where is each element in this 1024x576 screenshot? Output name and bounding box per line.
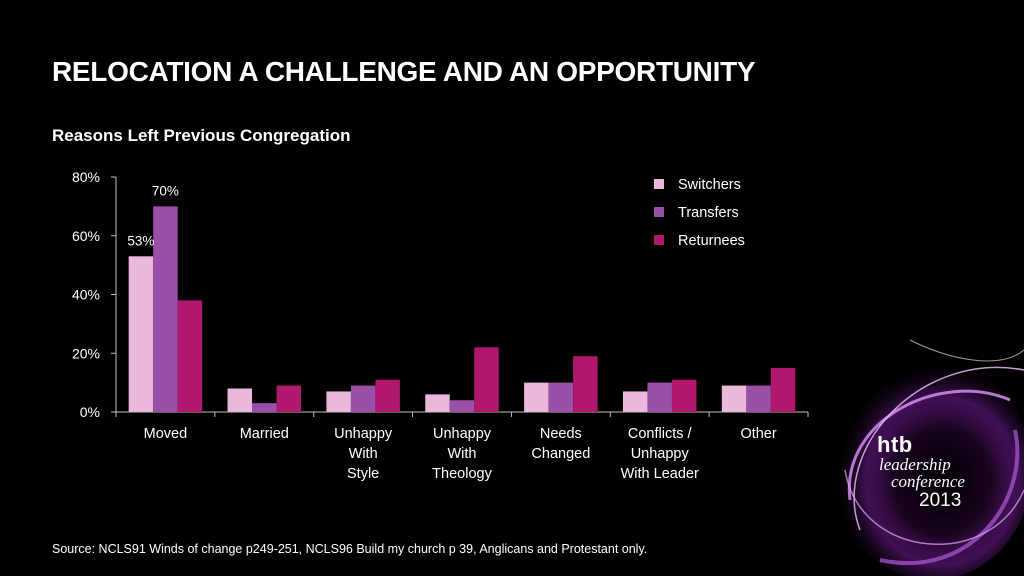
x-category-label: Unhappy [631, 446, 690, 462]
bar-returnees [671, 379, 697, 412]
x-category-label: With [448, 446, 477, 462]
x-category-label: Changed [531, 446, 590, 462]
legend-swatch-switchers [654, 179, 664, 189]
y-tick-label: 80% [72, 169, 100, 185]
x-category-label: Style [347, 466, 379, 482]
source-note: Source: NCLS91 Winds of change p249-251,… [52, 542, 648, 556]
bar-switchers [524, 382, 549, 412]
bar-switchers [425, 394, 450, 412]
bar-transfers [746, 385, 771, 412]
legend-swatch-returnees [654, 235, 664, 245]
chart-title: Reasons Left Previous Congregation [52, 126, 351, 145]
x-category-label: Theology [432, 466, 492, 482]
y-tick-label: 20% [72, 345, 100, 361]
bar-returnees [375, 379, 400, 412]
bar-transfers [548, 382, 574, 412]
legend-label-switchers: Switchers [678, 177, 741, 193]
x-category-label: Needs [540, 426, 582, 442]
legend-swatch-transfers [654, 207, 664, 217]
x-category-label: Moved [144, 426, 188, 442]
bar-transfers [153, 206, 178, 412]
data-label: 53% [127, 233, 154, 248]
x-category-label: Unhappy [334, 426, 393, 442]
bar-switchers [622, 391, 648, 412]
logo-line-leadership: leadership [879, 455, 951, 474]
y-tick-label: 0% [80, 404, 100, 420]
bar-transfers [252, 403, 277, 412]
logo-brand: htb [877, 432, 913, 457]
y-tick-label: 60% [72, 228, 100, 244]
bar-transfers [647, 382, 672, 412]
x-category-label: Conflicts / [628, 426, 693, 442]
bar-transfers [350, 385, 376, 412]
x-category-label: Other [740, 426, 776, 442]
logo-year: 2013 [919, 490, 962, 511]
y-tick-label: 40% [72, 287, 100, 303]
logo-line-conference: conference [891, 472, 965, 491]
bar-returnees [573, 356, 598, 412]
bar-switchers [326, 391, 351, 412]
legend-label-returnees: Returnees [678, 233, 745, 249]
bar-returnees [770, 367, 796, 412]
x-category-label: Unhappy [433, 426, 492, 442]
legend-label-transfers: Transfers [678, 205, 739, 221]
slide-title: RELOCATION A CHALLENGE AND AN OPPORTUNIT… [52, 56, 756, 87]
conference-logo: htb leadership conference 2013 [877, 432, 965, 511]
conference-swirl-graphic [832, 339, 1024, 576]
data-label: 70% [152, 183, 179, 198]
bar-returnees [177, 300, 203, 412]
bar-returnees [276, 385, 302, 412]
bar-switchers [128, 256, 154, 412]
bar-returnees [474, 347, 499, 412]
bar-transfers [449, 400, 475, 412]
x-category-label: Married [240, 426, 289, 442]
x-category-label: With Leader [621, 466, 699, 482]
bar-switchers [721, 385, 747, 412]
bar-switchers [227, 388, 253, 412]
x-category-label: With [349, 446, 378, 462]
